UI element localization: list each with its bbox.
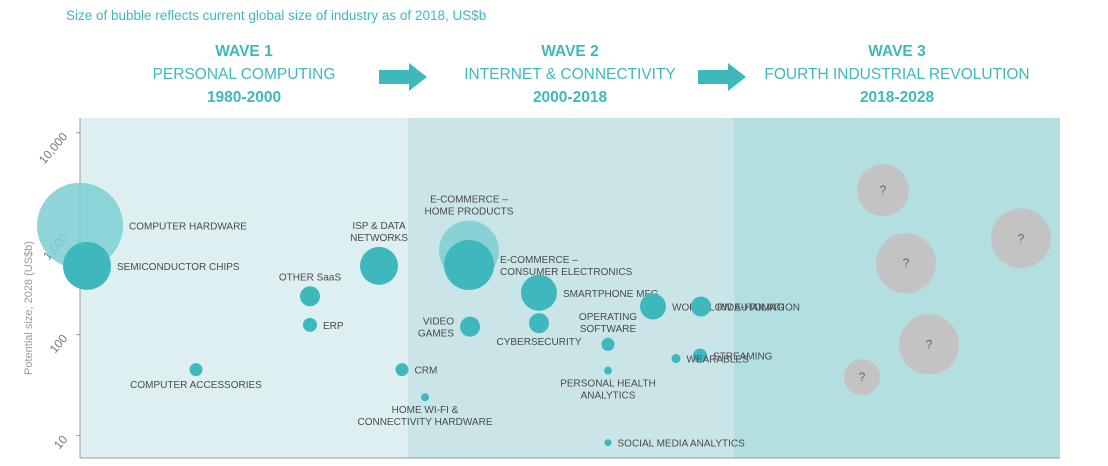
bubble-label: COMPUTER HARDWARE [129, 222, 247, 233]
unknown-bubble [899, 314, 959, 375]
unknown-bubble [991, 208, 1051, 269]
bubble-erp [303, 317, 317, 332]
wave-1-band [80, 118, 408, 458]
wave-arrow-icon [379, 63, 427, 91]
bubble-label: ANALYTICS [581, 391, 636, 402]
bubble-cybersecurity [529, 313, 549, 334]
bubble-label: CYBERSECURITY [496, 337, 581, 348]
bubble-label: CONSUMER ELECTRONICS [500, 267, 633, 278]
y-tick-label: 10,000 [36, 129, 71, 166]
bubble-label: STREAMING [713, 352, 773, 363]
bubble-isp-data-networks [360, 246, 398, 285]
bubble-label: OPERATING [579, 312, 637, 323]
bubble-label: CRM [415, 366, 438, 377]
wave-1-subtitle: PERSONAL COMPUTING [152, 66, 336, 83]
unknown-bubble-label: ? [1018, 231, 1025, 245]
bubble-label: WEARABLES [687, 355, 750, 366]
bubble-label: NETWORKS [350, 233, 408, 244]
bubble-computer-accessories [189, 363, 203, 377]
bubble-crm [395, 363, 409, 377]
bubble-label: E-COMMERCE – [430, 195, 508, 206]
wave-3-title: WAVE 3 [868, 43, 926, 60]
unknown-bubble [876, 233, 936, 294]
unknown-bubble [844, 359, 880, 396]
wave-1-header: WAVE 1 PERSONAL COMPUTING 1980-2000 [94, 40, 394, 109]
bubble-label: SEMICONDUCTOR CHIPS [117, 262, 240, 273]
wave-3-subtitle: FOURTH INDUSTRIAL REVOLUTION [764, 66, 1030, 83]
wave-1-title: WAVE 1 [215, 43, 273, 60]
bubble-label: RIDE-HAILING [717, 303, 784, 314]
y-tick-label: 100 [47, 331, 71, 356]
unknown-bubble-label: ? [903, 256, 910, 270]
y-tick-label: 10 [51, 432, 71, 451]
bubble-workflow-automation [640, 293, 666, 320]
bubble-label: HOME PRODUCTS [425, 207, 514, 218]
bubble-e-commerce-consumer-electronics [444, 239, 494, 290]
wave-2-header: WAVE 2 INTERNET & CONNECTIVITY 2000-2018 [420, 40, 720, 109]
bubble-operating-software [601, 337, 615, 351]
bubble-label: VIDEO [423, 317, 454, 328]
bubble-wearables [671, 354, 681, 364]
wave-arrow-icon [698, 63, 746, 91]
bubble-label: PERSONAL HEALTH [560, 379, 656, 390]
bubble-label: ERP [323, 321, 344, 332]
bubble-home-wi-fi-connectivity-hardware [421, 393, 429, 402]
unknown-bubble-label: ? [926, 337, 933, 351]
wave-1-years: 1980-2000 [206, 89, 282, 106]
bubble-label: E-COMMERCE – [500, 255, 578, 266]
wave-3-years: 2018-2028 [859, 89, 935, 106]
wave-2-years: 2000-2018 [532, 89, 608, 106]
unknown-bubble-label: ? [859, 370, 866, 384]
y-axis-label: Potential size, 2028 (US$b) [23, 241, 35, 375]
bubble-label: SMARTPHONE MFG. [563, 289, 661, 300]
wave-2-subtitle: INTERNET & CONNECTIVITY [464, 66, 676, 83]
bubble-streaming [693, 348, 707, 363]
bubble-label: ISP & DATA [352, 221, 406, 232]
bubble-label: SOFTWARE [580, 324, 637, 335]
bubble-label: COMPUTER ACCESSORIES [130, 380, 262, 391]
bubble-label: GAMES [418, 329, 454, 340]
bubble-personal-health-analytics [604, 366, 612, 375]
bubble-smartphone-mfg [521, 274, 557, 311]
bubble-ride-hailing [691, 296, 711, 317]
wave-3-header: WAVE 3 FOURTH INDUSTRIAL REVOLUTION 2018… [747, 40, 1047, 109]
bubble-label: OTHER SaaS [279, 272, 342, 283]
bubble-social-media-analytics [604, 439, 612, 447]
bubble-other-saas [300, 286, 320, 307]
bubble-label: SOCIAL MEDIA ANALYTICS [618, 439, 746, 450]
wave-2-title: WAVE 2 [541, 43, 599, 60]
bubble-label: WORKFLOW AUTOMATION [672, 303, 800, 314]
bubble-video-games [460, 316, 480, 337]
unknown-bubble-label: ? [880, 183, 887, 197]
bubble-label: HOME WI-FI & [392, 405, 459, 416]
chart-note: Size of bubble reflects current global s… [66, 8, 487, 23]
bubble-label: CONNECTIVITY HARDWARE [357, 417, 492, 428]
unknown-bubble [857, 164, 909, 217]
bubble-semiconductor-chips [63, 241, 111, 290]
